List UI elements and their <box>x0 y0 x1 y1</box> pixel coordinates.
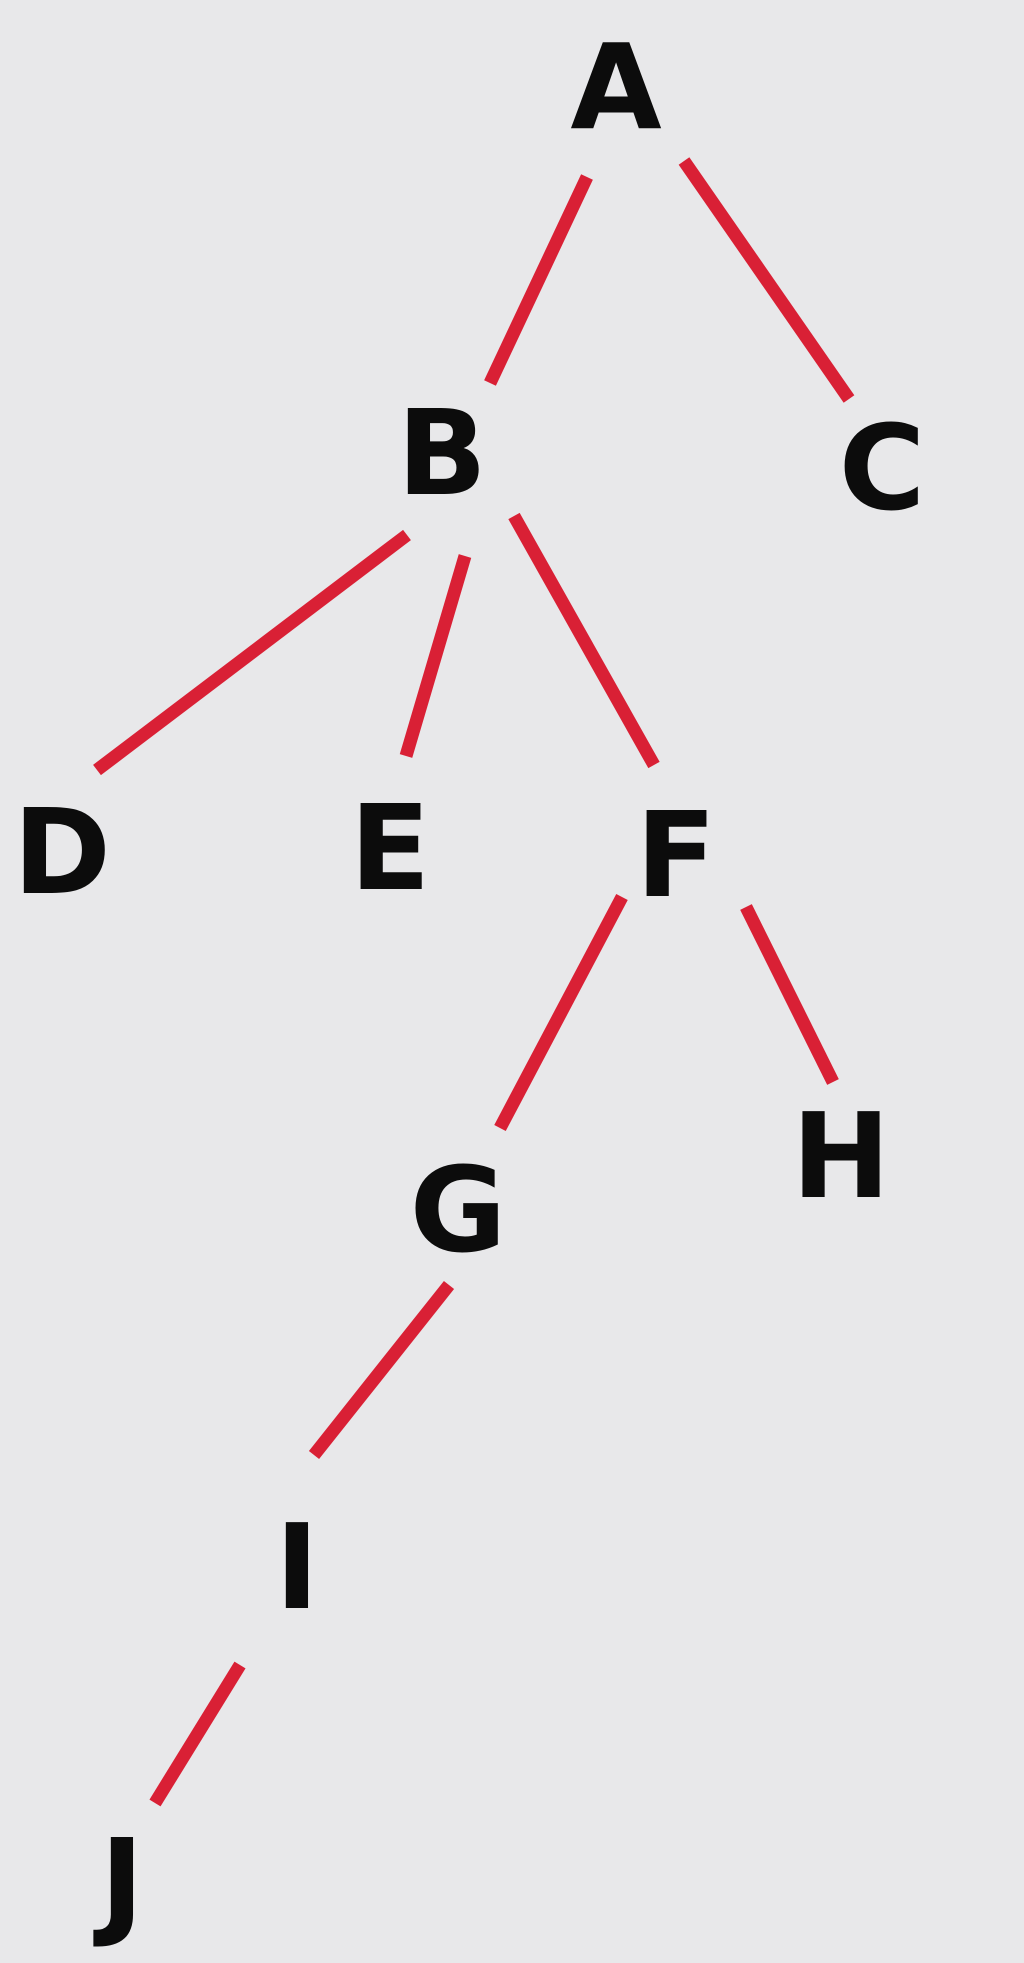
node-a: A <box>570 18 661 156</box>
node-g: G <box>410 1141 507 1279</box>
edge-g-i <box>308 1280 455 1460</box>
node-f: F <box>636 786 717 924</box>
edge-b-f <box>508 512 660 769</box>
edge-a-b <box>484 174 593 386</box>
edge-i-j <box>149 1661 246 1807</box>
edge-f-g <box>494 893 628 1132</box>
tree-edges <box>93 157 855 1807</box>
node-b: B <box>397 384 487 522</box>
edge-a-c <box>678 157 855 403</box>
node-d: D <box>13 783 111 921</box>
tree-nodes: A B C D E F G H I J <box>13 18 925 1951</box>
node-h: H <box>792 1087 891 1225</box>
node-i: I <box>275 1498 319 1636</box>
edge-b-e <box>399 554 472 758</box>
node-c: C <box>839 399 926 537</box>
node-e: E <box>350 779 431 917</box>
edge-f-h <box>740 904 839 1085</box>
node-j: J <box>93 1813 144 1951</box>
edge-b-d <box>93 529 411 776</box>
